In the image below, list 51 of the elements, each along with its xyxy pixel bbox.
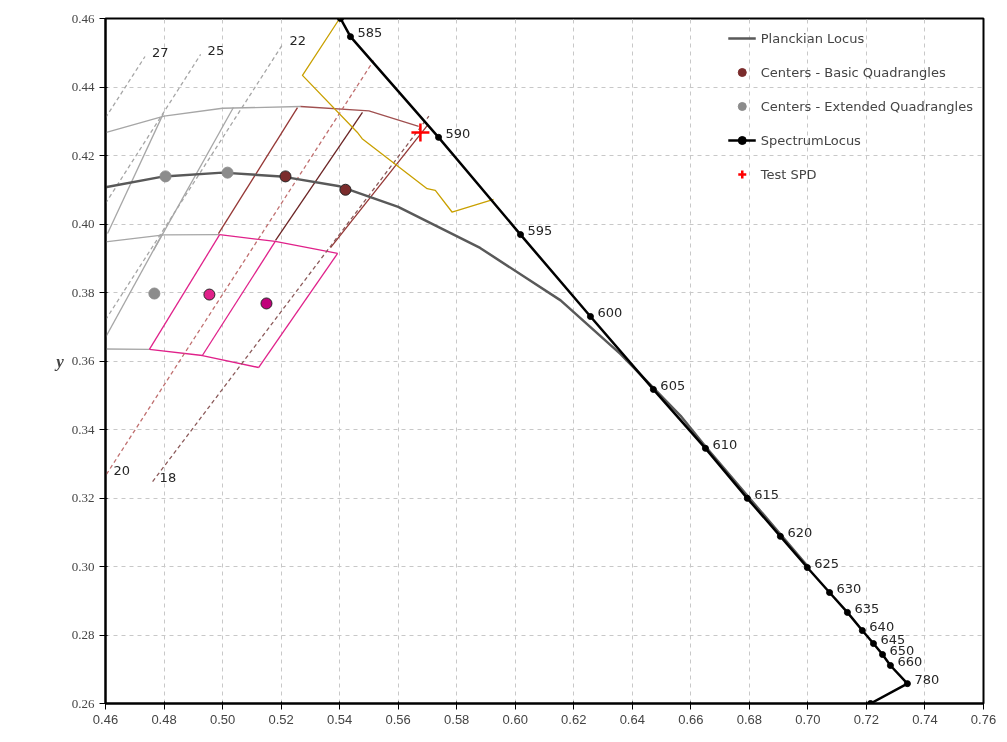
x-tick-label: 0.60 bbox=[502, 711, 528, 727]
annotation: 595 bbox=[527, 223, 553, 239]
x-tick-label: 0.56 bbox=[385, 711, 411, 727]
annotation: 605 bbox=[660, 377, 686, 393]
annotation: 610 bbox=[712, 436, 738, 452]
y-tick-label: 0.36 bbox=[71, 353, 95, 368]
annotation: 22 bbox=[289, 33, 307, 49]
x-tick-label: 0.72 bbox=[853, 711, 880, 727]
x-tick-label: 0.58 bbox=[444, 711, 470, 727]
y-tick-label: 0.34 bbox=[71, 421, 95, 437]
x-tick-label: 0.52 bbox=[268, 711, 294, 727]
annotation: 18 bbox=[159, 470, 177, 486]
x-tick-label: 0.64 bbox=[619, 711, 645, 727]
x-tick-label: 0.54 bbox=[326, 711, 353, 727]
x-tick-label: 0.70 bbox=[795, 711, 821, 727]
y-tick-label: 0.30 bbox=[71, 558, 95, 574]
x-tick-label: 0.66 bbox=[678, 711, 704, 727]
y-axis-title: y bbox=[54, 351, 65, 371]
annotation: 615 bbox=[754, 486, 780, 502]
annotation: 780 bbox=[914, 672, 940, 688]
annotation: 640 bbox=[869, 619, 895, 635]
legend-label: Centers - Basic Quadrangles bbox=[760, 64, 946, 80]
x-tick-label: 0.50 bbox=[209, 711, 236, 727]
annotation: 620 bbox=[787, 524, 813, 540]
y-tick-label: 0.26 bbox=[71, 695, 95, 711]
legend-label: Test SPD bbox=[760, 166, 817, 182]
y-tick-label: 0.44 bbox=[71, 79, 95, 94]
x-tick-label: 0.74 bbox=[912, 711, 938, 727]
y-tick-label: 0.28 bbox=[71, 627, 95, 642]
annotation: 590 bbox=[445, 125, 471, 141]
y-tick-label: 0.42 bbox=[71, 147, 95, 163]
x-tick-label: 0.62 bbox=[561, 711, 587, 727]
y-tick-label: 0.40 bbox=[71, 216, 95, 231]
legend-label: Centers - Extended Quadrangles bbox=[760, 98, 973, 114]
x-tick-label: 0.68 bbox=[736, 711, 763, 727]
x-tick-label: 0.46 bbox=[92, 711, 119, 727]
annotation: 625 bbox=[814, 556, 840, 572]
x-tick-label: 0.48 bbox=[151, 711, 177, 727]
x-tick-label: 0.76 bbox=[970, 711, 997, 727]
annotation: 630 bbox=[836, 581, 862, 597]
legend-label: SpectrumLocus bbox=[760, 132, 861, 148]
y-tick-label: 0.38 bbox=[71, 284, 95, 300]
annotation: 27 bbox=[152, 45, 169, 61]
annotation: 635 bbox=[854, 600, 880, 616]
y-tick-label: 0.46 bbox=[71, 10, 95, 26]
y-tick-label: 0.32 bbox=[71, 490, 95, 505]
annotation: 600 bbox=[597, 304, 623, 320]
annotation: 20 bbox=[113, 462, 130, 478]
annotation: 25 bbox=[207, 42, 225, 58]
legend-label: Planckian Locus bbox=[760, 30, 865, 46]
annotation: 585 bbox=[357, 25, 383, 41]
